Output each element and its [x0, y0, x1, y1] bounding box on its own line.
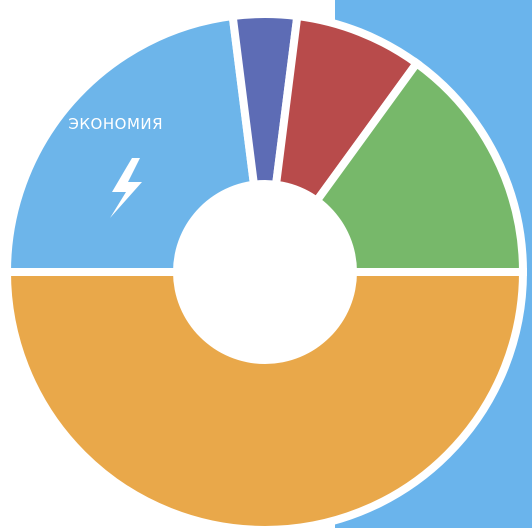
donut-hole	[173, 180, 357, 364]
slice-label: ЭКОНОМИЯ	[68, 115, 163, 133]
pie-slice	[2, 268, 528, 528]
lightning-icon	[110, 158, 142, 218]
